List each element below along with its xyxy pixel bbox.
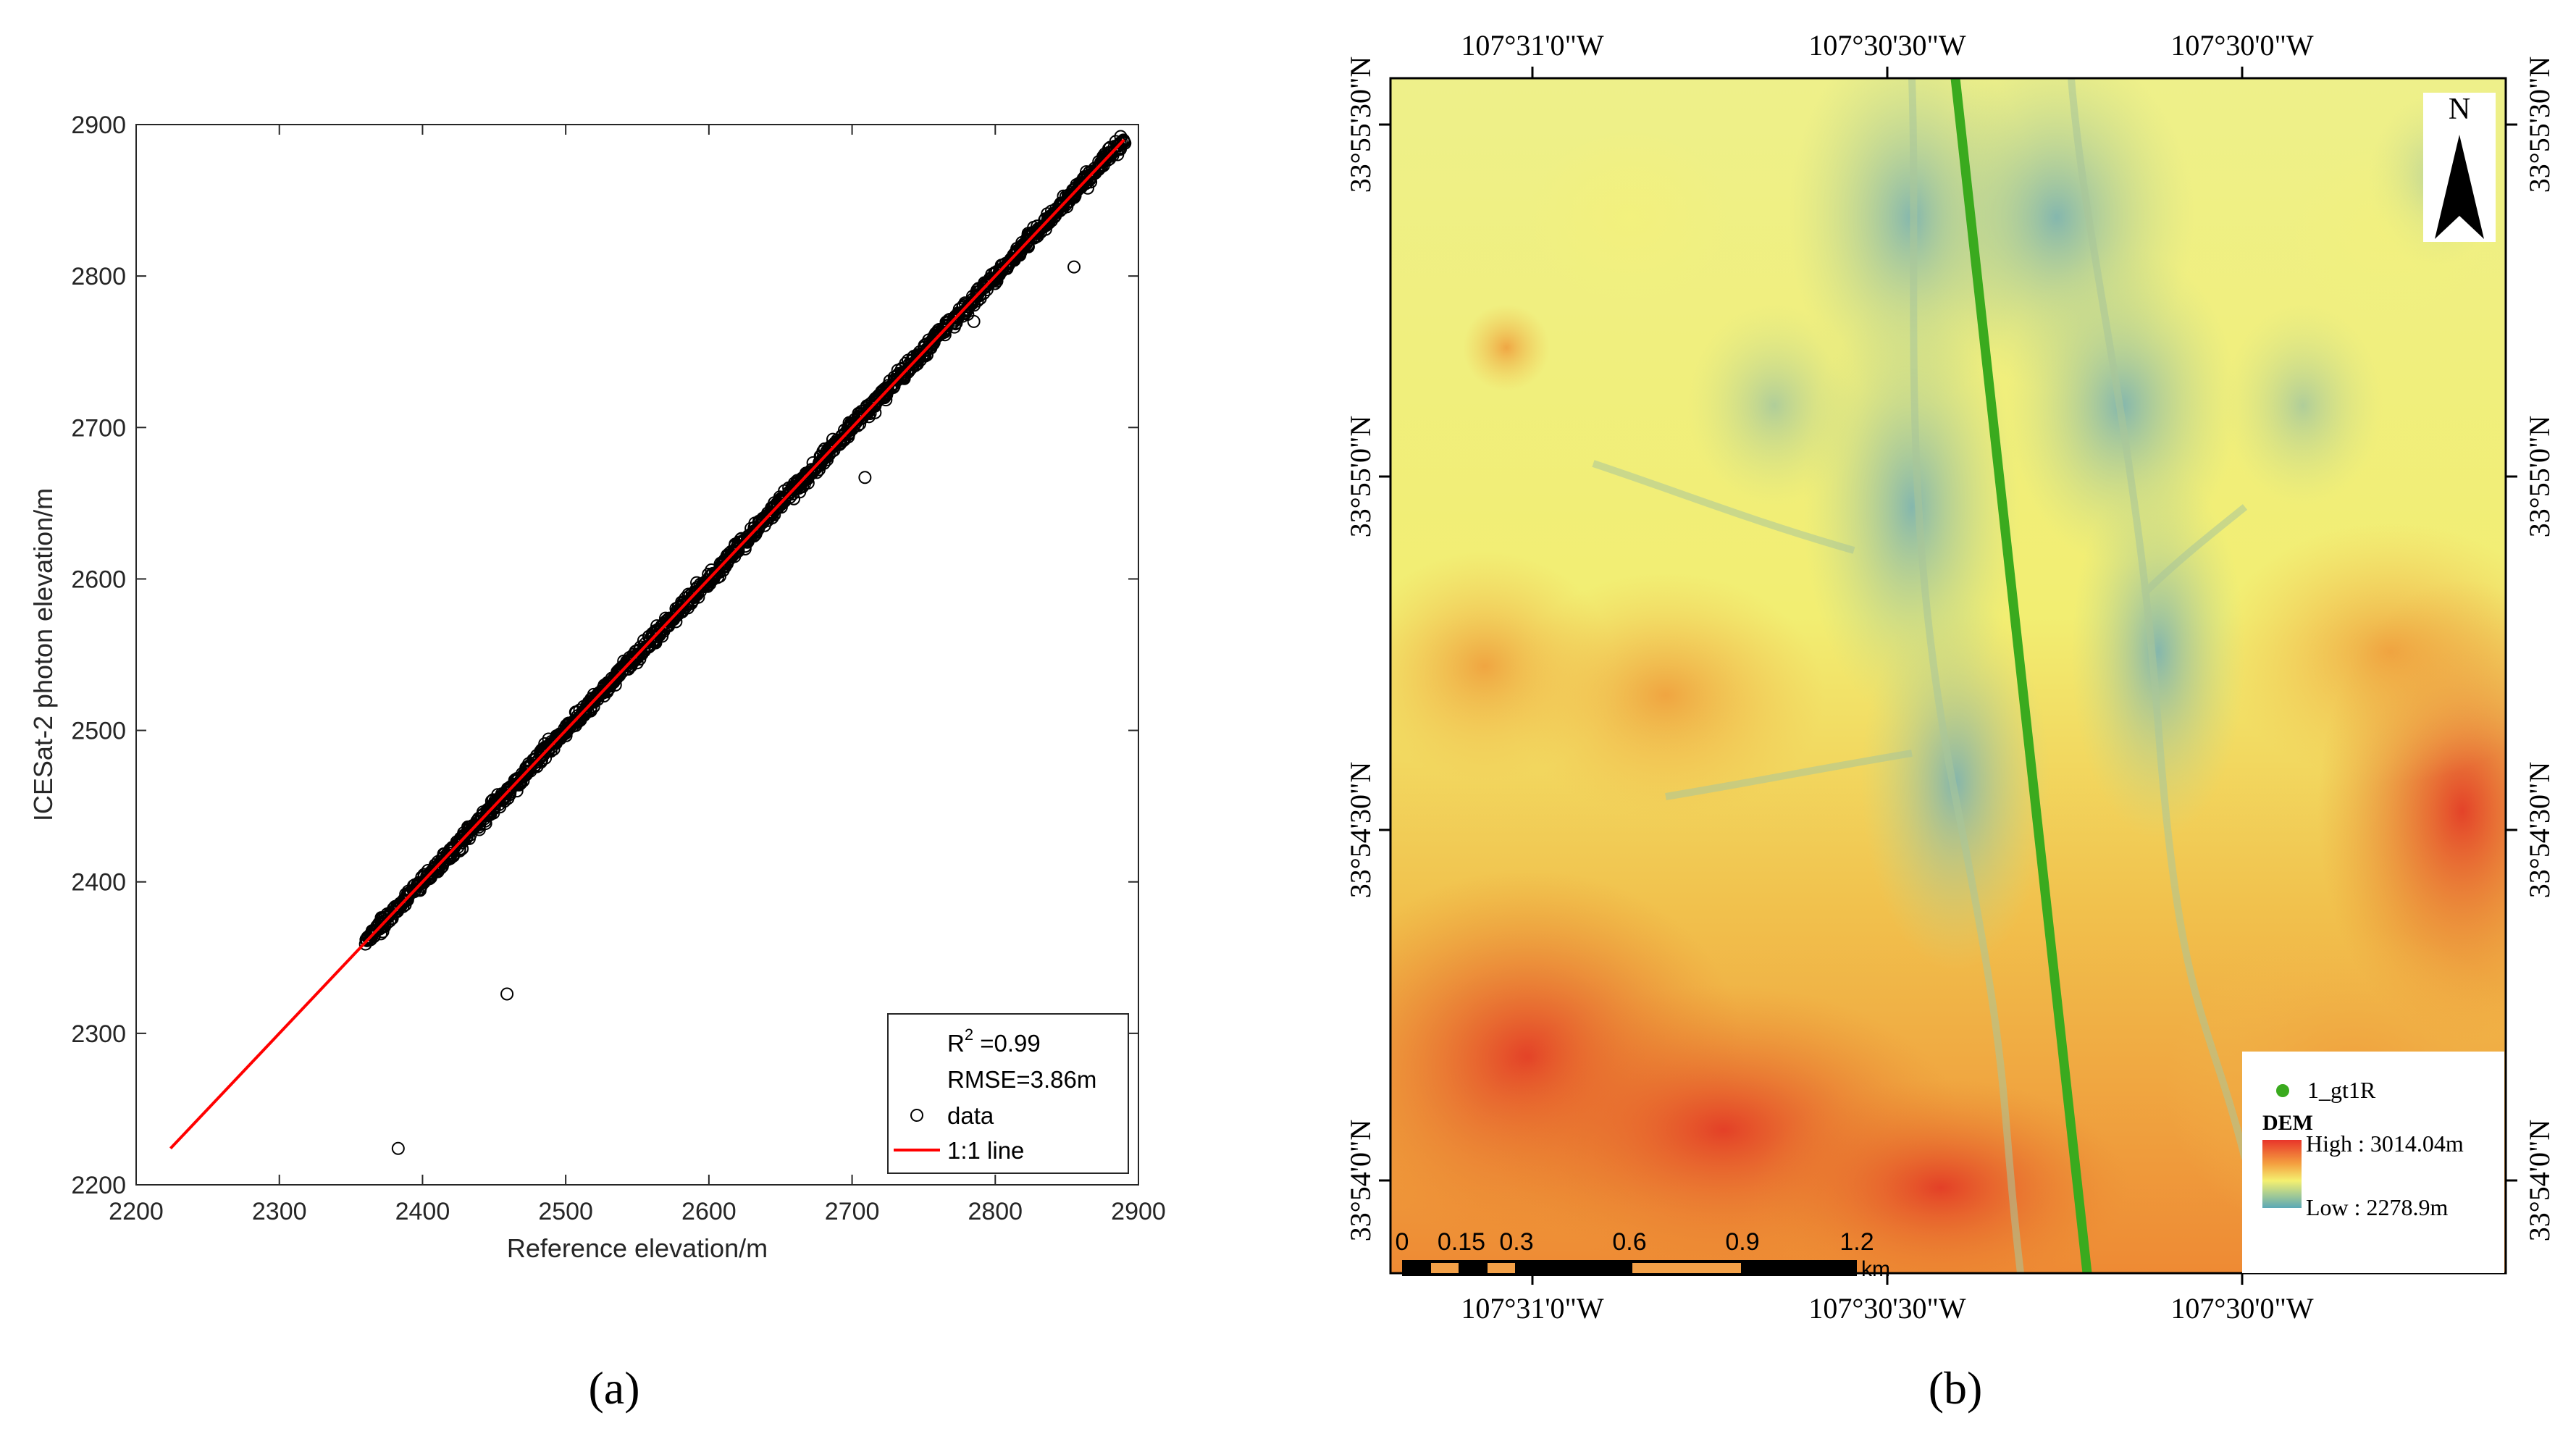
outlier-point (500, 987, 514, 1001)
right-lat-label: 33°55'0"N (2523, 416, 2556, 537)
x-tick-label: 2700 (825, 1198, 880, 1225)
x-axis-label: Reference elevation/m (507, 1233, 768, 1263)
legend-data-label: data (947, 1102, 994, 1129)
x-tick-label: 2500 (538, 1198, 593, 1225)
outlier-point (391, 1141, 405, 1155)
scale-unit: km (1861, 1257, 1890, 1281)
scale-bar: 0 0.15 0.3 0.6 0.9 1.2 km (1396, 1228, 1890, 1281)
x-tick-label: 2900 (1111, 1198, 1166, 1225)
top-lon-label: 107°31'0"W (1461, 29, 1604, 62)
icesat-track-line (1950, 78, 2092, 1273)
bottom-lon-label: 107°30'0"W (2170, 1292, 2314, 1325)
dem-low-label: Low : 2278.9m (2306, 1194, 2449, 1220)
panel-b-label: (b) (1929, 1362, 1983, 1414)
x-tick-label: 2800 (968, 1198, 1023, 1225)
left-lat-label: 33°54'0"N (1344, 1120, 1377, 1241)
map-legend: 1_gt1R DEM High : 3014.04m Low : 2278.9m (2242, 1052, 2504, 1273)
top-lon-label: 107°30'0"W (2170, 29, 2314, 62)
r-squared-label: R2 =0.99 (947, 1025, 1041, 1057)
legend-line-label: 1:1 line (947, 1137, 1024, 1164)
dem-map-panel: 107°31'0"W 107°30'30"W 107°30'0"W 107°31… (1344, 29, 2556, 1414)
map-frame (1389, 77, 2507, 1275)
outlier-point (858, 471, 872, 484)
scale-label: 0.9 (1725, 1228, 1759, 1256)
one-to-one-line (169, 138, 1125, 1150)
y-tick-label: 2900 (71, 112, 126, 139)
north-arrow-label: N (2449, 93, 2470, 126)
left-lat-label: 33°55'30"N (1344, 56, 1377, 193)
right-lat-label: 33°54'0"N (2523, 1120, 2556, 1241)
x-tick-label: 2400 (395, 1198, 450, 1225)
left-lat-label: 33°55'0"N (1344, 416, 1377, 537)
legend: R2 =0.99 RMSE=3.86m data 1:1 line (887, 1013, 1129, 1174)
bottom-lon-label: 107°31'0"W (1461, 1292, 1604, 1325)
north-arrow-icon: N (2423, 93, 2496, 242)
right-lat-label: 33°55'30"N (2523, 56, 2556, 193)
outlier-point (1067, 260, 1081, 274)
x-tick-label: 2600 (681, 1198, 737, 1225)
data-point (432, 860, 446, 874)
y-axis-label: ICESat-2 photon elevation/m (28, 488, 58, 821)
x-tick-label: 2200 (109, 1198, 164, 1225)
legend-box (887, 1013, 1129, 1174)
scale-label: 0.3 (1499, 1228, 1533, 1256)
y-tick-label: 2400 (71, 869, 126, 897)
dem-high-label: High : 3014.04m (2306, 1130, 2464, 1157)
dem-legend-title: DEM (2262, 1111, 2313, 1135)
y-tick-label: 2300 (71, 1020, 126, 1048)
right-lat-label: 33°54'30"N (2523, 762, 2556, 898)
scale-label: 0.6 (1612, 1228, 1646, 1256)
y-tick-label: 2500 (71, 718, 126, 745)
top-lon-label: 107°30'30"W (1808, 29, 1966, 62)
x-axis-ticks: 2200 2300 2400 2500 2600 2700 2800 2900 (109, 125, 1166, 1225)
outlier-point (967, 314, 981, 328)
scale-label: 0 (1396, 1228, 1409, 1256)
track-legend-label: 1_gt1R (2307, 1077, 2376, 1103)
panel-a-label: (a) (588, 1362, 639, 1414)
y-tick-label: 2700 (71, 414, 126, 442)
y-axis-ticks: 2200 2300 2400 2500 2600 2700 2800 2900 (71, 112, 1138, 1199)
bottom-lon-label: 107°30'30"W (1808, 1292, 1966, 1325)
dem-color-ramp (2262, 1140, 2302, 1208)
scale-label: 0.15 (1438, 1228, 1485, 1256)
y-tick-label: 2600 (71, 566, 126, 593)
left-lat-label: 33°54'30"N (1344, 762, 1377, 898)
scale-label: 1.2 (1839, 1228, 1874, 1256)
scatter-plot-panel: 2200 2300 2400 2500 2600 2700 2800 2900 2200 230… (28, 112, 1166, 1414)
legend-data-marker (910, 1109, 923, 1122)
rmse-label: RMSE=3.86m (947, 1066, 1096, 1093)
y-tick-label: 2800 (71, 263, 126, 290)
x-tick-label: 2300 (252, 1198, 307, 1225)
track-legend-marker (2276, 1084, 2289, 1097)
graticule-ticks (1379, 67, 2517, 1285)
y-tick-label: 2200 (71, 1172, 126, 1199)
